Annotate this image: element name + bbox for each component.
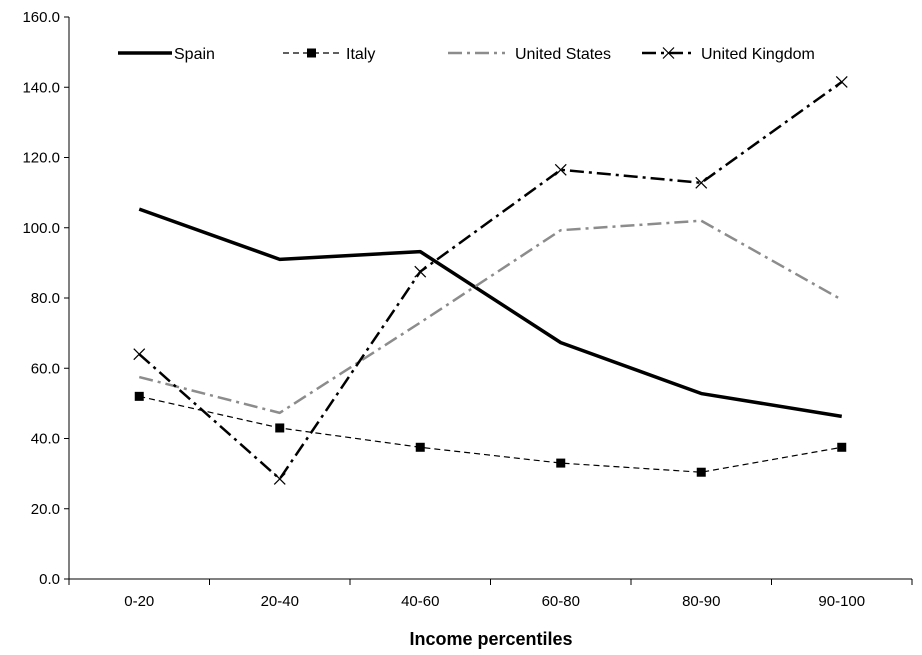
legend-item-spain: Spain <box>118 46 215 63</box>
data-point-x <box>554 163 567 176</box>
x-tick-label: 0-20 <box>124 593 154 610</box>
y-tick-label: 140.0 <box>22 79 60 96</box>
x-tick-label: 80-90 <box>682 593 720 610</box>
data-point-square <box>415 442 425 452</box>
data-point-x <box>835 76 848 88</box>
x-tick-label: 90-100 <box>818 593 865 610</box>
legend-label: United Kingdom <box>701 46 815 63</box>
data-point-square <box>134 391 144 401</box>
legend-item-united-kingdom: United Kingdom <box>642 46 815 63</box>
legend-item-united-states: United States <box>448 46 611 63</box>
series-line-united-states <box>138 219 843 415</box>
x-tick-label: 40-60 <box>401 593 439 610</box>
x-tick-label: 20-40 <box>261 593 299 610</box>
legend-item-italy: Italy <box>283 46 375 63</box>
tick-labels: 0.0 20.0 40.0 60.0 80.0 100.0 120.0 140.0 160.0 0… <box>22 9 865 610</box>
data-point-square <box>307 48 316 58</box>
legend-label: United States <box>515 46 611 63</box>
y-tick-label: 0.0 <box>39 571 60 588</box>
data-point-square <box>837 442 847 452</box>
y-tick-label: 40.0 <box>31 431 60 448</box>
y-tick-label: 80.0 <box>31 290 60 307</box>
series-lines <box>133 76 848 485</box>
legend-label: Spain <box>174 46 215 63</box>
x-axis-title: Income percentiles <box>409 629 572 649</box>
data-point-x <box>695 176 708 189</box>
y-tick-label: 120.0 <box>22 150 60 167</box>
series-line-united-kingdom <box>138 80 843 481</box>
y-tick-label: 160.0 <box>22 9 60 26</box>
x-tick-label: 60-80 <box>542 593 580 610</box>
legend: Spain Italy United States United Kingdom <box>118 46 815 63</box>
data-point-x <box>662 47 675 59</box>
axes <box>64 16 913 585</box>
series-line-spain <box>138 207 843 419</box>
data-point-x <box>414 265 427 278</box>
y-tick-label: 60.0 <box>31 360 60 377</box>
y-tick-label: 100.0 <box>22 220 60 237</box>
data-point-x <box>133 348 146 361</box>
data-point-square <box>696 467 706 477</box>
y-tick-label: 20.0 <box>31 501 60 518</box>
data-point-square <box>275 423 285 433</box>
data-point-square <box>556 458 566 468</box>
data-point-x <box>273 472 286 485</box>
series-line-italy <box>139 395 842 473</box>
legend-label: Italy <box>346 46 375 63</box>
